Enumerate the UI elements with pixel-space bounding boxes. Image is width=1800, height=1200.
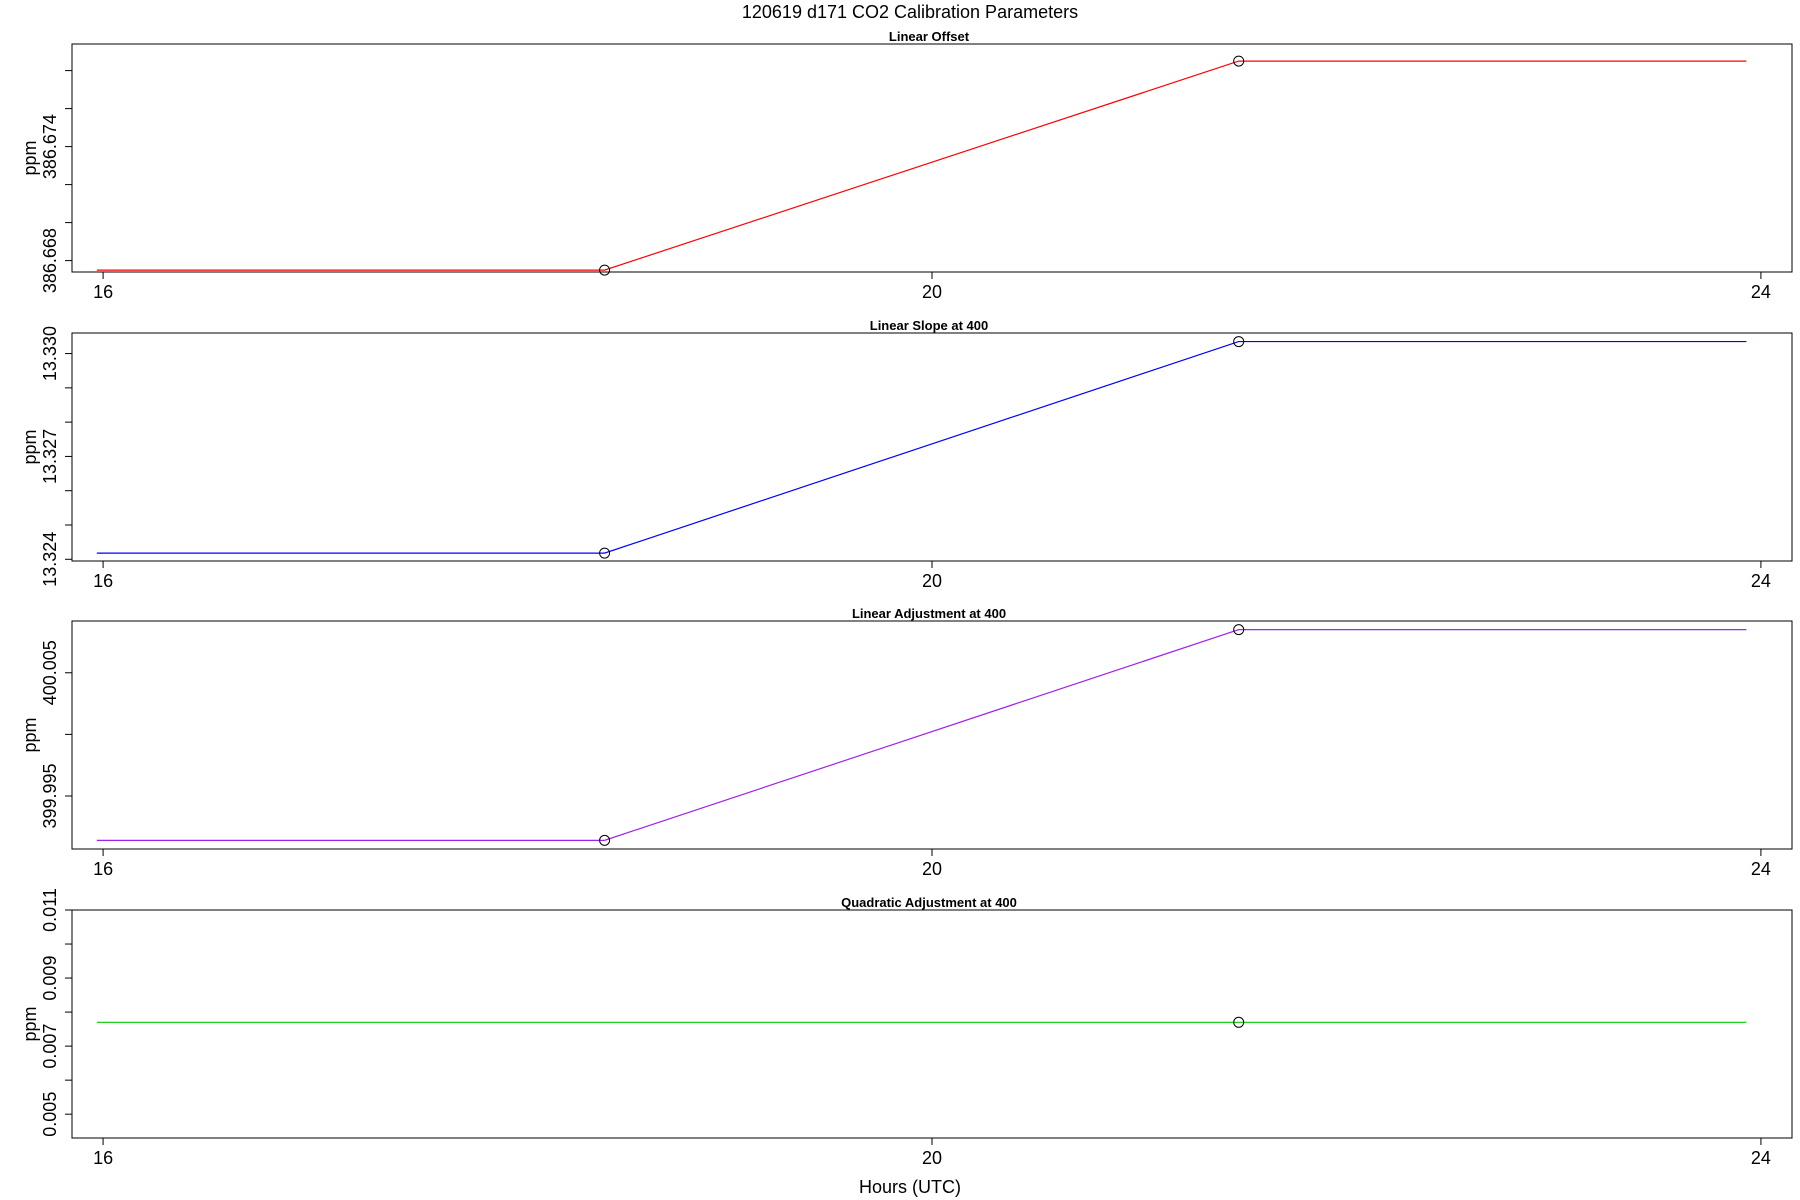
figure-title: 120619 d171 CO2 Calibration Parameters (742, 2, 1078, 22)
y-tick-label: 0.005 (40, 1092, 60, 1137)
plot-frame (71, 620, 1793, 850)
y-axis-label: ppm (20, 429, 40, 464)
panel-title: Linear Slope at 400 (870, 318, 989, 333)
y-tick-label: 400.005 (40, 640, 60, 705)
x-tick-label: 16 (93, 859, 113, 879)
x-tick-label: 24 (1751, 571, 1771, 591)
panel-title: Linear Offset (889, 29, 970, 44)
data-point-marker (599, 834, 611, 846)
y-axis-label: ppm (20, 140, 40, 175)
series-line (96, 340, 1747, 554)
data-point-marker (1233, 55, 1245, 67)
data-point-marker (599, 547, 611, 559)
y-tick-label: 0.011 (40, 888, 60, 932)
x-tick-label: 20 (922, 571, 942, 591)
series-line (96, 629, 1747, 841)
series-line (96, 60, 1747, 271)
x-tick-label: 16 (93, 1148, 113, 1168)
data-point-marker (1233, 624, 1245, 636)
x-tick-label: 24 (1751, 282, 1771, 302)
x-tick-label: 20 (922, 282, 942, 302)
plot-frame (71, 332, 1793, 562)
panel-title: Quadratic Adjustment at 400 (841, 895, 1017, 910)
data-point-marker (599, 264, 611, 276)
y-tick-label: 386.674 (40, 114, 60, 179)
x-axis-label: Hours (UTC) (859, 1177, 961, 1197)
y-tick-label: 0.009 (40, 956, 60, 1001)
panel-title: Linear Adjustment at 400 (852, 606, 1006, 621)
x-tick-label: 24 (1751, 1148, 1771, 1168)
y-tick-label: 386.668 (40, 228, 60, 293)
y-tick-label: 399.995 (40, 763, 60, 828)
data-point-marker (1233, 1016, 1245, 1028)
y-tick-label: 13.324 (40, 532, 60, 587)
y-tick-label: 13.327 (40, 429, 60, 484)
panel-4: Quadratic Adjustment at 400 ppm 0.005 0.007… (20, 888, 1793, 1168)
x-tick-label: 24 (1751, 859, 1771, 879)
y-tick-label: 13.330 (40, 326, 60, 381)
plot-frame (71, 43, 1793, 273)
panel-2: Linear Slope at 400 ppm 13.324 13.327 13.330… (20, 318, 1793, 591)
plot-frame (71, 909, 1793, 1139)
x-tick-label: 20 (922, 859, 942, 879)
x-tick-label: 16 (93, 571, 113, 591)
panel-1: Linear Offset ppm 386.668 386.674 16 20 24 (20, 29, 1793, 302)
x-tick-label: 20 (922, 1148, 942, 1168)
x-tick-label: 16 (93, 282, 113, 302)
y-axis-label: ppm (20, 1006, 40, 1041)
data-point-marker (1233, 336, 1245, 348)
y-axis-label: ppm (20, 717, 40, 752)
y-tick-label: 0.007 (40, 1024, 60, 1069)
